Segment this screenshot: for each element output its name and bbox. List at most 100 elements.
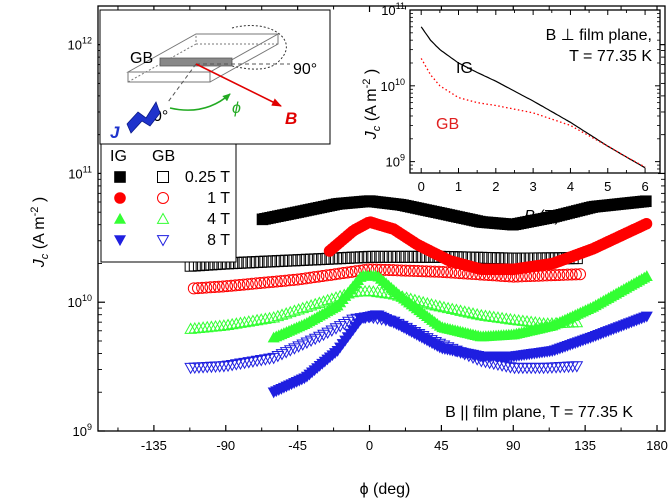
data-point xyxy=(428,265,441,278)
data-point xyxy=(304,299,318,311)
inset-curves xyxy=(420,26,646,169)
data-point xyxy=(483,310,496,322)
data-point xyxy=(296,301,310,314)
data-point xyxy=(338,252,351,265)
inset-x-tick-label: 1 xyxy=(455,179,462,194)
data-point xyxy=(491,311,505,323)
inset-background xyxy=(410,10,660,173)
data-point xyxy=(408,250,421,263)
inset-series-label-gb: GB xyxy=(436,116,459,133)
data-point xyxy=(242,256,255,269)
data-point xyxy=(354,251,367,264)
main-x-axis-label: ϕ (deg) xyxy=(360,481,411,498)
data-point xyxy=(263,353,276,366)
data-point xyxy=(241,278,254,291)
data-point xyxy=(475,251,488,264)
data-point xyxy=(187,282,200,295)
inset-series-label-ig: IG xyxy=(456,60,473,77)
legend-label: 4 T xyxy=(207,211,230,228)
geometry-schematic: GB 90° 0° ϕ B J xyxy=(99,9,331,145)
field-arrow xyxy=(195,63,282,107)
inset-plot-frame xyxy=(409,9,661,174)
data-point xyxy=(305,253,318,266)
data-point xyxy=(569,268,582,281)
data-point xyxy=(445,302,459,315)
data-point xyxy=(191,282,204,295)
data-point xyxy=(437,300,451,313)
data-point xyxy=(483,252,496,265)
data-point xyxy=(346,251,359,264)
data-point xyxy=(242,357,256,369)
inset-annotation-line-2: T = 77.35 K xyxy=(569,48,652,65)
data-point xyxy=(487,310,501,323)
data-point xyxy=(157,171,169,183)
data-point xyxy=(450,303,463,315)
data-point xyxy=(544,269,557,282)
data-point xyxy=(520,314,534,327)
data-point xyxy=(246,356,260,368)
data-point xyxy=(388,250,401,263)
data-point xyxy=(275,275,288,288)
data-point xyxy=(329,268,342,281)
data-point xyxy=(345,265,358,278)
data-point xyxy=(496,252,509,265)
data-point xyxy=(229,317,243,329)
data-point xyxy=(375,250,388,263)
data-point xyxy=(416,295,430,308)
current-arrow xyxy=(126,101,161,134)
data-point xyxy=(420,296,434,309)
data-point xyxy=(387,264,400,277)
data-point xyxy=(561,268,574,281)
data-point xyxy=(295,272,308,285)
data-point xyxy=(495,311,509,324)
data-point xyxy=(337,267,350,280)
x-tick-label: 45 xyxy=(434,438,448,453)
data-point xyxy=(204,281,217,294)
reference-line-0deg xyxy=(167,63,197,103)
data-point xyxy=(291,273,304,286)
data-point xyxy=(470,307,484,320)
data-point xyxy=(441,266,454,279)
inset-y-axis-label: Jc (A m-2 ) xyxy=(361,69,383,140)
data-point xyxy=(557,268,570,281)
main-y-axis-label: Jc (A m-2 ) xyxy=(29,197,51,268)
data-point xyxy=(225,359,239,372)
data-point xyxy=(553,268,566,281)
data-point xyxy=(292,303,305,315)
data-point xyxy=(225,317,239,330)
angle-90-label: 90° xyxy=(293,61,317,78)
data-point xyxy=(308,297,322,310)
data-point xyxy=(375,286,389,298)
data-point xyxy=(221,318,235,330)
data-point xyxy=(407,264,420,277)
data-point xyxy=(304,271,317,284)
data-point xyxy=(156,235,170,247)
data-point xyxy=(391,264,404,277)
data-point xyxy=(238,315,251,328)
legend: IG GB 0.25 T 1 T 4 T 8 T xyxy=(100,141,237,263)
legend-header-ig: IG xyxy=(110,148,127,165)
data-point xyxy=(266,275,279,288)
data-point xyxy=(299,272,312,285)
data-point xyxy=(317,295,330,307)
data-point xyxy=(200,281,213,294)
data-point xyxy=(254,355,268,367)
data-point xyxy=(379,250,392,263)
data-point xyxy=(246,314,260,326)
data-point xyxy=(487,252,500,265)
data-point xyxy=(300,300,314,312)
data-point xyxy=(433,299,447,312)
phi-label: ϕ xyxy=(232,100,241,117)
data-point xyxy=(512,313,526,326)
data-point xyxy=(499,312,513,324)
data-point xyxy=(308,271,321,284)
data-point xyxy=(504,252,517,265)
data-point xyxy=(245,277,258,290)
data-point xyxy=(516,314,530,326)
legend-label: 1 T xyxy=(207,190,230,207)
x-tick-label: 135 xyxy=(574,438,596,453)
inset-x-tick-label: 5 xyxy=(604,179,611,194)
data-point xyxy=(208,281,221,294)
data-point xyxy=(259,354,272,366)
